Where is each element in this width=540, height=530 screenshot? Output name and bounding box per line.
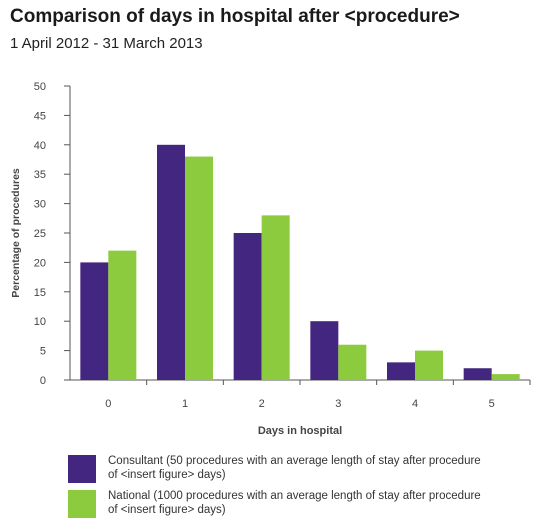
- y-tick-label: 40: [34, 140, 46, 152]
- x-tick-label: 5: [489, 398, 495, 410]
- consultant-swatch: [68, 455, 96, 483]
- x-tick-label: 1: [182, 398, 188, 410]
- chart-subtitle: 1 April 2012 - 31 March 2013: [10, 35, 203, 52]
- bar-national-1: [185, 156, 213, 380]
- bar-consultant-5: [463, 368, 492, 380]
- legend-item-consultant: Consultant (50 procedures with an averag…: [68, 455, 488, 495]
- y-tick-label: 10: [34, 316, 46, 328]
- chart-title: Comparison of days in hospital after <pr…: [10, 6, 460, 27]
- x-tick-label: 3: [335, 398, 341, 410]
- legend-item-national: National (1000 procedures with an averag…: [68, 490, 488, 530]
- bar-national-5: [491, 374, 520, 380]
- y-tick-label: 45: [34, 110, 46, 122]
- bar-consultant-0: [80, 262, 109, 380]
- x-axis-label: Days in hospital: [258, 425, 342, 437]
- y-tick-label: 35: [34, 169, 46, 181]
- x-tick-label: 4: [412, 398, 418, 410]
- y-tick-label: 15: [34, 287, 46, 299]
- y-tick-label: 25: [34, 228, 46, 240]
- y-tick-label: 20: [34, 257, 46, 269]
- bar-consultant-4: [387, 362, 415, 380]
- legend-label-national: National (1000 procedures with an averag…: [108, 490, 481, 516]
- y-tick-label: 0: [40, 375, 46, 387]
- legend-label-consultant: Consultant (50 procedures with an averag…: [108, 455, 481, 481]
- bar-national-3: [338, 344, 367, 380]
- bar-national-2: [261, 215, 290, 380]
- bar-national-4: [415, 350, 443, 380]
- x-tick-label: 2: [259, 398, 265, 410]
- national-swatch: [68, 490, 96, 518]
- bar-national-0: [108, 250, 137, 380]
- y-tick-label: 5: [40, 346, 46, 358]
- x-tick-label: 0: [105, 398, 111, 410]
- y-tick-label: 50: [34, 81, 46, 93]
- y-axis-label: Percentage of procedures: [10, 168, 22, 298]
- bar-consultant-2: [233, 233, 262, 380]
- bar-consultant-3: [310, 321, 339, 380]
- y-tick-label: 30: [34, 199, 46, 211]
- bar-consultant-1: [157, 144, 185, 380]
